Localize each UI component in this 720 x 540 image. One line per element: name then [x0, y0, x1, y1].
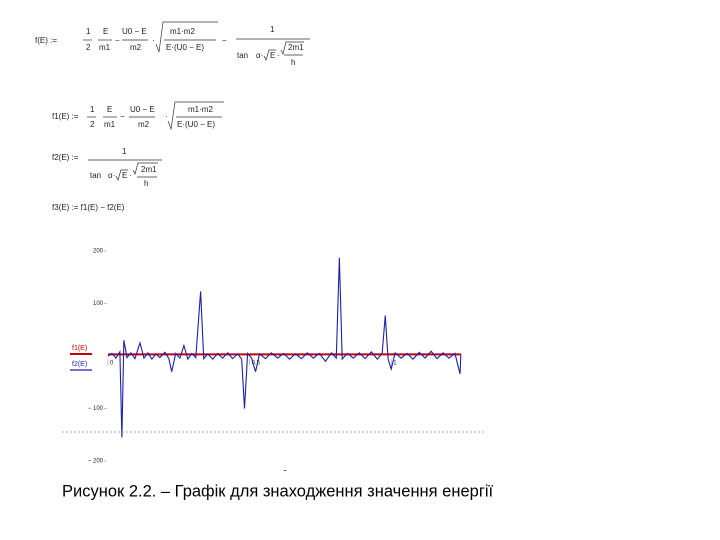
sqrt-sign — [167, 101, 224, 131]
y-tick-label: 200 — [93, 249, 104, 255]
formula-text: · — [165, 112, 168, 121]
formula-text: α· — [256, 51, 263, 60]
formula-text: 1 — [122, 147, 127, 156]
formula-text: f1(E) := — [52, 112, 79, 121]
formula-text: 2m1 — [288, 43, 304, 52]
x-tick-label: 1 — [393, 361, 397, 367]
formula-text: f2(E) := — [52, 153, 79, 162]
formula-text: 2 — [86, 43, 91, 52]
x-tick-label: 0.5 — [252, 361, 261, 367]
formula-text: U0 − E — [122, 27, 147, 36]
sqrt-sign — [115, 169, 128, 181]
x-tick-label: 0 — [110, 361, 114, 367]
chart: 200 100 − 100 − 200 0 0.5 1 f1(E) f2(E) — [70, 249, 462, 465]
sqrt-sign — [280, 41, 304, 56]
formula-text: · — [152, 36, 155, 45]
formula-text: m1 — [99, 43, 111, 52]
marker-text: - — [283, 466, 286, 477]
formula-text: m1 — [104, 120, 116, 129]
sqrt-sign — [155, 21, 218, 53]
formula-text: − — [222, 36, 227, 45]
formula-text: 1 — [86, 27, 91, 36]
formula-text: − — [115, 36, 120, 45]
formula-text: α· — [108, 171, 115, 180]
formula-f3: f3(E) := f1(E) − f2(E) — [52, 203, 125, 212]
formula-text: E — [122, 171, 127, 180]
legend-label: f2(E) — [72, 361, 87, 368]
formula-text: E·(U0 − E) — [177, 120, 215, 129]
formula-f2: f2(E) := 1 tan α· E · 2m1 h — [52, 147, 162, 188]
sqrt-sign — [132, 162, 158, 175]
formula-text: 1 — [90, 105, 95, 114]
formula-f: f(E) := 1 2 E m1 − U0 − E m2 · m1·m2 E·(… — [35, 21, 310, 67]
formula-text: E — [107, 105, 112, 114]
formula-text: E·(U0 − E) — [166, 43, 204, 52]
formula-text: tan — [90, 171, 101, 180]
formula-text: · — [129, 171, 132, 180]
formula-f1: f1(E) := 1 2 E m1 − U0 − E m2 · m1·m2 E·… — [52, 101, 224, 131]
formula-text: 1 — [270, 25, 275, 34]
formula-text: U0 − E — [130, 105, 155, 114]
formula-text: · — [277, 51, 280, 60]
formula-text: E — [103, 27, 108, 36]
formula-text: m1·m2 — [188, 105, 213, 114]
y-tick-label: − 200 — [88, 459, 104, 465]
formula-text: m1·m2 — [170, 27, 195, 36]
formula-text: m2 — [130, 43, 142, 52]
formula-text: m2 — [138, 120, 150, 129]
formula-text: f(E) := — [35, 36, 57, 45]
y-tick-label: − 100 — [88, 406, 104, 412]
caption: Рисунок 2.2. – Графік для знаходження зн… — [62, 482, 494, 500]
formula-text: − — [120, 112, 125, 121]
formula-text: 2 — [90, 120, 95, 129]
formula-text: h — [144, 179, 148, 188]
sqrt-sign — [263, 49, 276, 61]
formula-text: h — [291, 58, 295, 67]
formula-text: 2m1 — [141, 165, 157, 174]
legend-label: f1(E) — [72, 345, 87, 352]
formula-text: E — [270, 51, 275, 60]
y-tick-label: 100 — [93, 301, 104, 307]
formula-text: tan — [237, 51, 248, 60]
series-line — [107, 257, 462, 438]
